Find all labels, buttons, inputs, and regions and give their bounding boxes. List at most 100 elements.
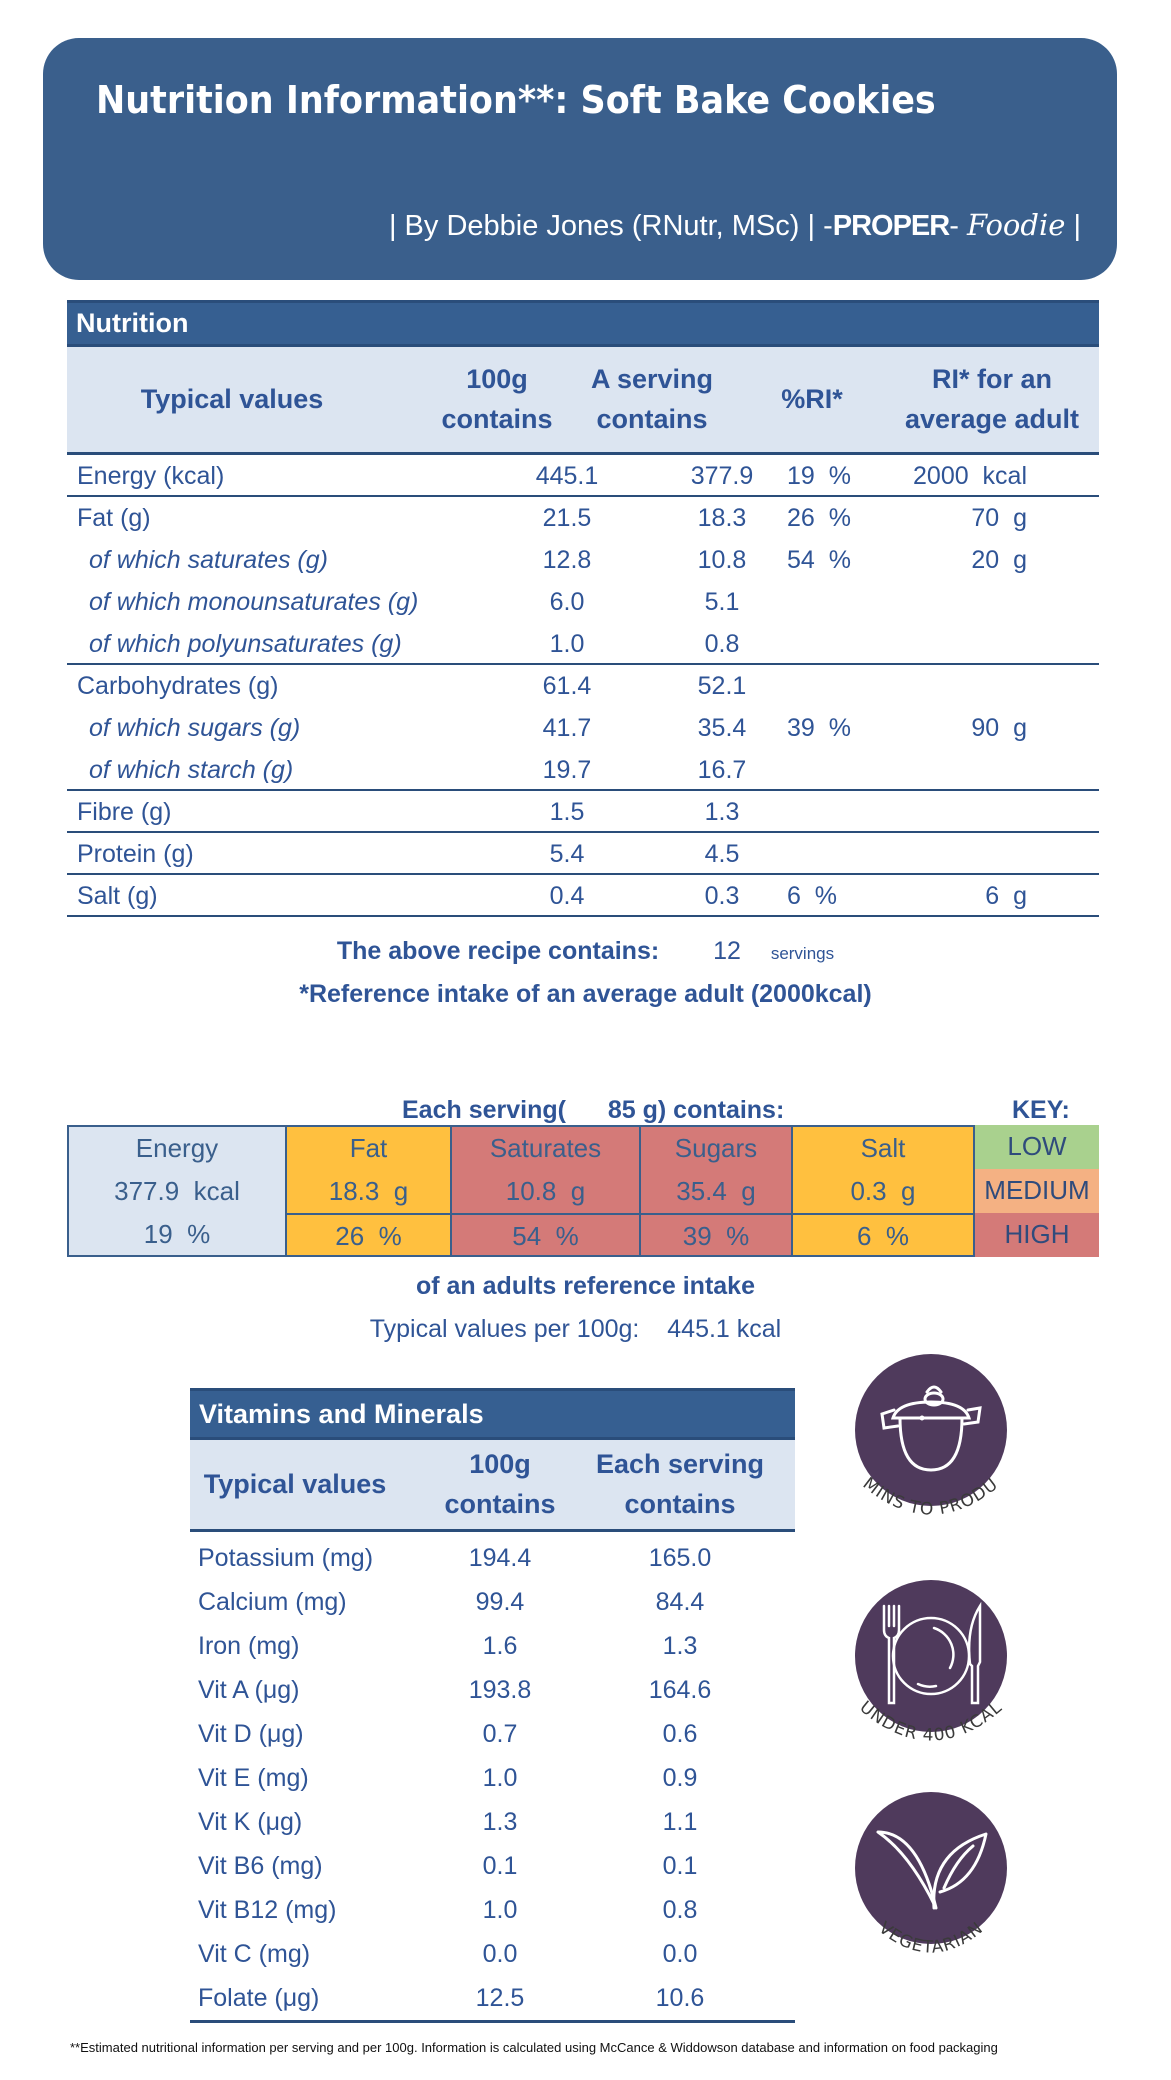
vitamin-row: Vit C (mg) 0.0 0.0	[190, 1932, 795, 1976]
vitamin-label: Vit D (μg)	[198, 1720, 304, 1748]
vitamin-label: Vit B12 (mg)	[198, 1896, 337, 1924]
traffic-pct: 26 %	[287, 1213, 450, 1256]
per-100g-value: 5.4	[549, 840, 585, 868]
vit-per-serving-value: 0.0	[662, 1940, 698, 1968]
nutrition-row: of which polyunsaturates (g) 1.0 0.8	[67, 623, 1099, 665]
vit-header-per-serving-line2: contains	[624, 1489, 736, 1519]
vit-header-per-100g-line1: 100g	[469, 1449, 531, 1479]
nutrient-label: Energy (kcal)	[77, 462, 225, 490]
nutrient-label: of which monounsaturates (g)	[89, 588, 419, 616]
key-medium: MEDIUM	[975, 1169, 1099, 1213]
brand-foodie: Foodie	[966, 208, 1066, 242]
vitamin-row: Potassium (mg) 194.4 165.0	[190, 1536, 795, 1580]
vit-per-100g-value: 0.1	[482, 1852, 518, 1880]
nutrient-label: of which sugars (g)	[89, 714, 301, 742]
vit-per-100g-value: 0.0	[482, 1940, 518, 1968]
vitamins-section-title: Vitamins and Minerals	[190, 1388, 795, 1440]
header-ri-adult-line1: RI* for an	[931, 364, 1052, 394]
ri-percent-value: 54 %	[787, 546, 851, 574]
vit-per-serving-value: 10.6	[655, 1984, 705, 2012]
per-serving-value: 35.4	[697, 714, 747, 742]
per-100g-value: 21.5	[542, 504, 592, 532]
nutrition-row: of which starch (g) 19.7 16.7	[67, 749, 1099, 791]
traffic-amount: 18.3 g	[328, 1176, 409, 1206]
byline-author: | By Debbie Jones (RNutr, MSc) | -	[388, 210, 833, 242]
brand-proper: PROPER	[832, 210, 950, 242]
ri-adult-value: 2000 kcal	[913, 462, 1027, 490]
vit-header-typical-values: Typical values	[203, 1469, 387, 1499]
nutrition-row: Protein (g) 5.4 4.5	[67, 833, 1099, 875]
key-low: LOW	[975, 1125, 1099, 1169]
vitamin-label: Potassium (mg)	[198, 1544, 374, 1572]
ri-adult-value: 90 g	[971, 714, 1027, 742]
vitamin-row: Vit D (μg) 0.7 0.6	[190, 1712, 795, 1756]
nutrition-row: Fibre (g) 1.5 1.3	[67, 791, 1099, 833]
key-high: HIGH	[975, 1213, 1099, 1257]
nutrition-table: Nutrition Typical values 100g contains A…	[67, 300, 1099, 920]
vitamin-row: Folate (μg) 12.5 10.6	[190, 1976, 795, 2020]
nutrition-row: Carbohydrates (g) 61.4 52.1	[67, 665, 1099, 707]
vit-per-serving-value: 165.0	[648, 1544, 712, 1572]
badge-30mins: 30MINS TO PRODUCE	[832, 1337, 1024, 1552]
nutrition-section-title: Nutrition	[67, 300, 1099, 347]
vitamin-label: Iron (mg)	[198, 1632, 300, 1660]
per-serving-value: 18.3	[697, 504, 747, 532]
badge-vegetarian: VEGETARIAN	[838, 1790, 1024, 1990]
plate-cutlery-icon: UNDER 400 KCAL	[855, 1580, 1007, 1746]
traffic-amount: 0.3 g	[850, 1176, 916, 1206]
servings-count: 12	[713, 937, 741, 965]
typical-per-100g-line: Typical values per 100g: 445.1 kcal	[0, 1315, 1161, 1344]
traffic-cell-salt: Salt 0.3 g 6 %	[791, 1125, 975, 1257]
ri-percent-value: 6 %	[787, 882, 838, 910]
per-100g-value: 41.7	[542, 714, 592, 742]
serving-title-prefix: Each serving(	[402, 1096, 566, 1124]
header-per-100g: 100g contains	[422, 359, 572, 439]
per-serving-value: 4.5	[704, 840, 740, 868]
traffic-light-table: Energy 377.9 kcal 19 % Fat 18.3 g 26 % Saturat…	[67, 1125, 1099, 1257]
vit-per-serving-value: 1.1	[662, 1808, 698, 1836]
nutrient-label: Protein (g)	[77, 840, 194, 868]
vitamin-label: Vit A (μg)	[198, 1676, 300, 1704]
per-100g-value: 6.0	[549, 588, 585, 616]
vit-per-serving-value: 0.1	[662, 1852, 698, 1880]
key-title: KEY:	[1012, 1096, 1070, 1124]
reference-intake-caption: of an adults reference intake	[415, 1272, 755, 1300]
traffic-amount: 377.9 kcal	[114, 1176, 240, 1206]
per-100g-value: 0.4	[549, 882, 585, 910]
header-per-serving-line1: A serving	[590, 364, 714, 394]
vitamin-row: Iron (mg) 1.6 1.3	[190, 1624, 795, 1668]
per-serving-value: 52.1	[697, 672, 747, 700]
ri-adult-value: 6 g	[985, 882, 1027, 910]
typical-per-100g-label: Typical values per 100g:	[369, 1315, 640, 1343]
traffic-pct: 39 %	[641, 1213, 791, 1256]
vit-header-per-serving-line1: Each serving	[595, 1449, 765, 1479]
reference-intake-note: *Reference intake of an average adult (2…	[299, 980, 872, 1008]
nutrition-row: Salt (g) 0.4 0.3 6 % 6 g	[67, 875, 1099, 917]
cooking-pot-icon: 30MINS TO PRODUCE	[832, 1337, 1007, 1520]
nutrient-label: of which polyunsaturates (g)	[89, 630, 402, 658]
nutrition-row: Fat (g) 21.5 18.3 26 % 70 g	[67, 497, 1099, 539]
traffic-amount: 35.4 g	[676, 1176, 756, 1206]
vit-per-serving-value: 164.6	[648, 1676, 712, 1704]
traffic-name: Saturates	[489, 1133, 602, 1163]
vitamin-label: Vit K (μg)	[198, 1808, 303, 1836]
header-ri-percent: %RI*	[781, 384, 843, 414]
vit-header-per-serving: Each serving contains	[585, 1444, 775, 1524]
traffic-name: Salt	[860, 1133, 906, 1163]
vit-per-serving-value: 0.6	[662, 1720, 698, 1748]
vitamin-row: Vit B6 (mg) 0.1 0.1	[190, 1844, 795, 1888]
serving-size-value: 85	[607, 1096, 636, 1124]
traffic-name: Energy	[135, 1133, 219, 1163]
traffic-name: Fat	[349, 1133, 388, 1163]
vitamins-column-headers: Typical values 100g contains Each servin…	[190, 1440, 795, 1532]
per-100g-value: 61.4	[542, 672, 592, 700]
per-serving-value: 5.1	[704, 588, 740, 616]
recipe-servings-label: The above recipe contains:	[336, 937, 660, 965]
per-serving-value: 0.8	[704, 630, 740, 658]
nutrition-row: of which saturates (g) 12.8 10.8 54 % 20 g	[67, 539, 1099, 581]
vit-per-serving-value: 1.3	[662, 1632, 698, 1660]
vitamin-row: Vit B12 (mg) 1.0 0.8	[190, 1888, 795, 1932]
servings-unit: servings	[770, 944, 835, 963]
header-per-100g-line2: contains	[441, 404, 553, 434]
vitamin-label: Vit B6 (mg)	[198, 1852, 323, 1880]
